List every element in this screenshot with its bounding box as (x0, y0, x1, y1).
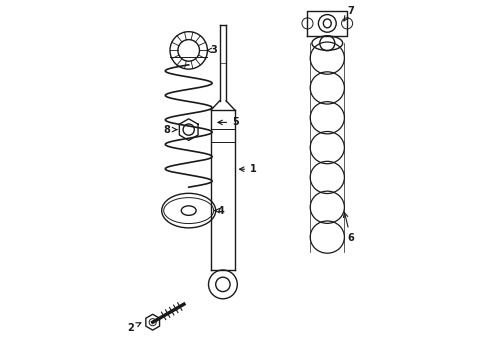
Text: 8: 8 (163, 125, 176, 135)
Text: 3: 3 (207, 45, 217, 55)
Text: 6: 6 (343, 213, 353, 243)
Text: 5: 5 (218, 117, 238, 127)
Text: 1: 1 (239, 164, 256, 174)
Text: 4: 4 (214, 206, 224, 216)
Text: 2: 2 (127, 323, 141, 333)
Text: 7: 7 (343, 6, 353, 21)
